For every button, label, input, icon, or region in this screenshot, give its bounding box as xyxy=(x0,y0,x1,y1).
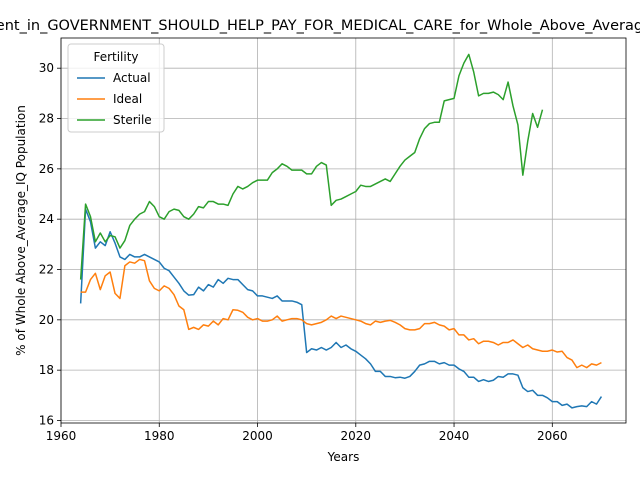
series-line-actual xyxy=(79,208,603,409)
y-tick-label: 28 xyxy=(39,112,54,126)
y-tick-label: 24 xyxy=(39,212,54,226)
legend: Fertility Actual Ideal Sterile xyxy=(67,43,165,133)
legend-label-actual: Actual xyxy=(113,71,151,85)
plot-frame xyxy=(60,37,627,424)
y-tick-label: 18 xyxy=(39,363,54,377)
series-line-sterile xyxy=(79,53,544,280)
series-line-ideal xyxy=(80,258,602,369)
y-axis-label: % of Whole Above_Average_IQ Population xyxy=(14,105,28,356)
x-tick-label: 2000 xyxy=(242,429,273,443)
series-lines xyxy=(79,53,603,409)
y-axis: 16 18 20 22 24 26 28 30 xyxy=(39,61,61,427)
y-tick-label: 16 xyxy=(39,413,54,427)
y-tick-label: 22 xyxy=(39,263,54,277)
x-axis-label: Years xyxy=(327,450,360,464)
chart-title: Percent_in_GOVERNMENT_SHOULD_HELP_PAY_FO… xyxy=(0,18,640,34)
legend-title: Fertility xyxy=(93,50,138,64)
x-tick-label: 1980 xyxy=(144,429,175,443)
x-tick-label: 1960 xyxy=(46,429,77,443)
y-tick-label: 26 xyxy=(39,162,54,176)
y-tick-label: 30 xyxy=(39,61,54,75)
x-tick-label: 2060 xyxy=(537,429,568,443)
legend-box xyxy=(67,43,165,133)
legend-label-ideal: Ideal xyxy=(113,92,142,106)
x-tick-label: 2040 xyxy=(439,429,470,443)
x-tick-label: 2020 xyxy=(341,429,372,443)
y-tick-label: 20 xyxy=(39,313,54,327)
legend-label-sterile: Sterile xyxy=(113,113,152,127)
x-axis: 1960 1980 2000 2020 2040 2060 xyxy=(46,423,568,443)
